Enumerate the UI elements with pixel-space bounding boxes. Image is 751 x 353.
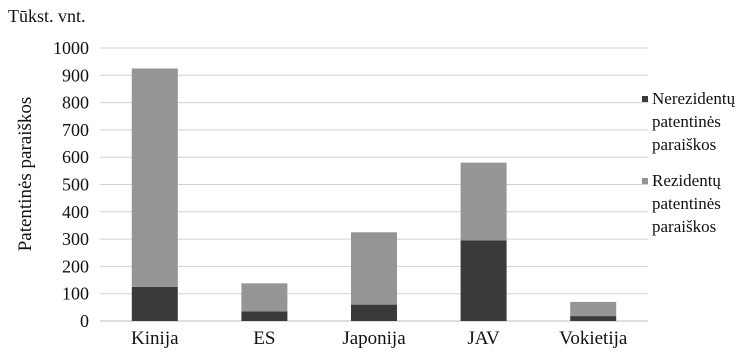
unit-label: Tūkst. vnt. — [8, 6, 86, 26]
legend-label-0-line-0: Nerezidentų — [652, 89, 736, 108]
legend-label-0-line-2: paraiškos — [652, 135, 716, 154]
y-tick-label-300: 300 — [62, 229, 89, 249]
y-tick-label-600: 600 — [62, 147, 89, 167]
x-tick-label-es: ES — [253, 328, 275, 349]
gridlines — [100, 47, 648, 322]
y-axis-ticks: 0 100 200 300 400 500 600 700 800 900 1000 — [53, 38, 89, 331]
y-axis-label: Patentinės paraiškos — [15, 97, 36, 252]
y-tick-label-700: 700 — [62, 120, 89, 140]
legend-swatch-1 — [642, 178, 648, 184]
bar-vokietija-series-0 — [570, 316, 617, 321]
legend-label-1-line-0: Rezidentų — [652, 171, 721, 190]
y-tick-label-200: 200 — [62, 256, 89, 276]
y-tick-label-800: 800 — [62, 93, 89, 113]
legend-label-0-line-1: patentinės — [652, 112, 721, 131]
y-tick-label-0: 0 — [80, 311, 89, 331]
legend-label-1-line-2: paraiškos — [652, 217, 716, 236]
y-tick-label-100: 100 — [62, 284, 89, 304]
legend: Nerezidentų patentinės paraiškos Rezidentų p… — [642, 89, 736, 236]
x-axis-labels: Kinija ES Japonija JAV Vokietija — [131, 328, 628, 349]
legend-swatch-0 — [642, 96, 648, 102]
y-tick-label-1000: 1000 — [53, 38, 89, 58]
legend-label-1-line-1: patentinės — [652, 194, 721, 213]
y-tick-label-500: 500 — [62, 175, 89, 195]
bar-japonija-series-0 — [351, 304, 397, 321]
bar-japonija-series-1 — [351, 232, 397, 305]
x-tick-label-japonija: Japonija — [342, 328, 406, 349]
y-tick-label-400: 400 — [62, 202, 89, 222]
bar-jav-series-0 — [460, 240, 507, 321]
bar-vokietija-series-1 — [570, 301, 617, 317]
bar-jav-series-1 — [460, 162, 507, 241]
bars — [131, 68, 617, 321]
bar-es-series-1 — [241, 283, 288, 312]
y-tick-label-900: 900 — [62, 65, 89, 85]
bar-kinija-series-0 — [131, 286, 178, 321]
x-tick-label-kinija: Kinija — [131, 328, 179, 349]
x-tick-label-vokietija: Vokietija — [559, 328, 628, 349]
x-tick-label-jav: JAV — [467, 328, 500, 349]
bar-es-series-0 — [241, 311, 288, 321]
bar-kinija-series-1 — [131, 68, 178, 287]
